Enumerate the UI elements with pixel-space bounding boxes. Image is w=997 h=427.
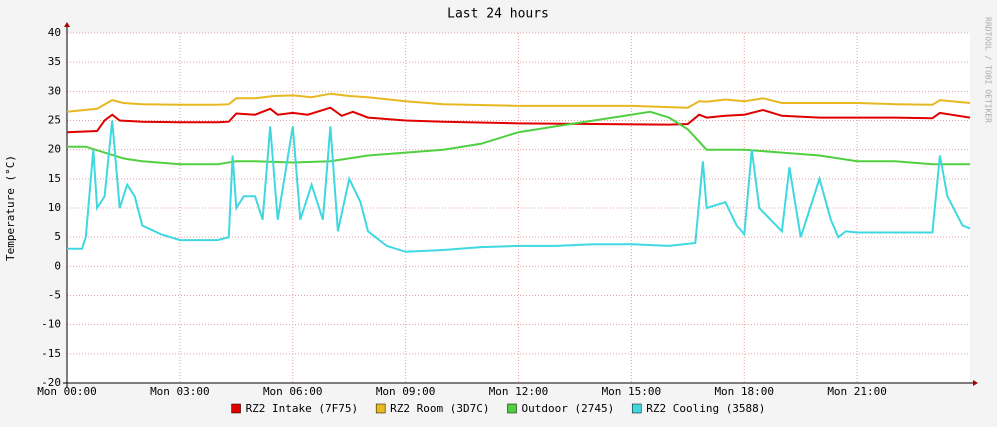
legend-swatch	[231, 403, 241, 414]
legend-swatch	[375, 403, 386, 414]
x-tick-label: Mon 06:00	[263, 385, 323, 398]
y-tick-label: 25	[48, 114, 61, 127]
legend-label: Outdoor (2745)	[522, 402, 615, 415]
y-tick-label: 30	[48, 84, 61, 97]
y-axis-label: Temperature (°C)	[4, 155, 17, 261]
y-tick-label: 15	[48, 172, 61, 185]
y-tick-label: -15	[41, 347, 61, 360]
y-tick-label: 40	[48, 26, 61, 39]
legend-label: RZ2 Intake (7F75)	[246, 402, 359, 415]
series-line	[67, 120, 971, 253]
y-tick-label: -5	[48, 289, 61, 302]
legend-swatch	[507, 403, 517, 414]
series-line	[66, 106, 971, 134]
x-tick-label: Mon 12:00	[489, 385, 549, 398]
x-tick-label: Mon 21:00	[827, 385, 887, 398]
y-tick-label: 10	[48, 201, 61, 214]
axis-arrow	[973, 380, 978, 386]
axis-arrow	[64, 22, 70, 27]
series-line	[66, 92, 971, 113]
series-line	[67, 110, 970, 166]
y-tick-label: -20	[41, 376, 61, 389]
y-tick-label: 20	[48, 143, 61, 156]
y-tick-label: -10	[41, 318, 61, 331]
y-tick-label: 0	[54, 259, 61, 272]
x-tick-label: Mon 09:00	[376, 385, 436, 398]
x-tick-label: Mon 00:00	[37, 385, 97, 398]
legend-swatch	[631, 403, 642, 414]
chart-title: Last 24 hours	[447, 7, 549, 22]
x-tick-label: Mon 18:00	[714, 385, 774, 398]
legend-label: RZ2 Room (3D7C)	[390, 402, 489, 415]
x-tick-label: Mon 03:00	[150, 385, 210, 398]
legend: RZ2 Intake (7F75) RZ2 Room (3D7C) Outdoor …	[231, 402, 765, 415]
watermark: RRDTOOL / TOBI OETIKER	[984, 17, 993, 123]
legend-label: RZ2 Cooling (3588)	[646, 402, 765, 415]
y-tick-label: 35	[48, 55, 61, 68]
y-tick-label: 5	[54, 230, 61, 243]
x-tick-label: Mon 15:00	[602, 385, 662, 398]
